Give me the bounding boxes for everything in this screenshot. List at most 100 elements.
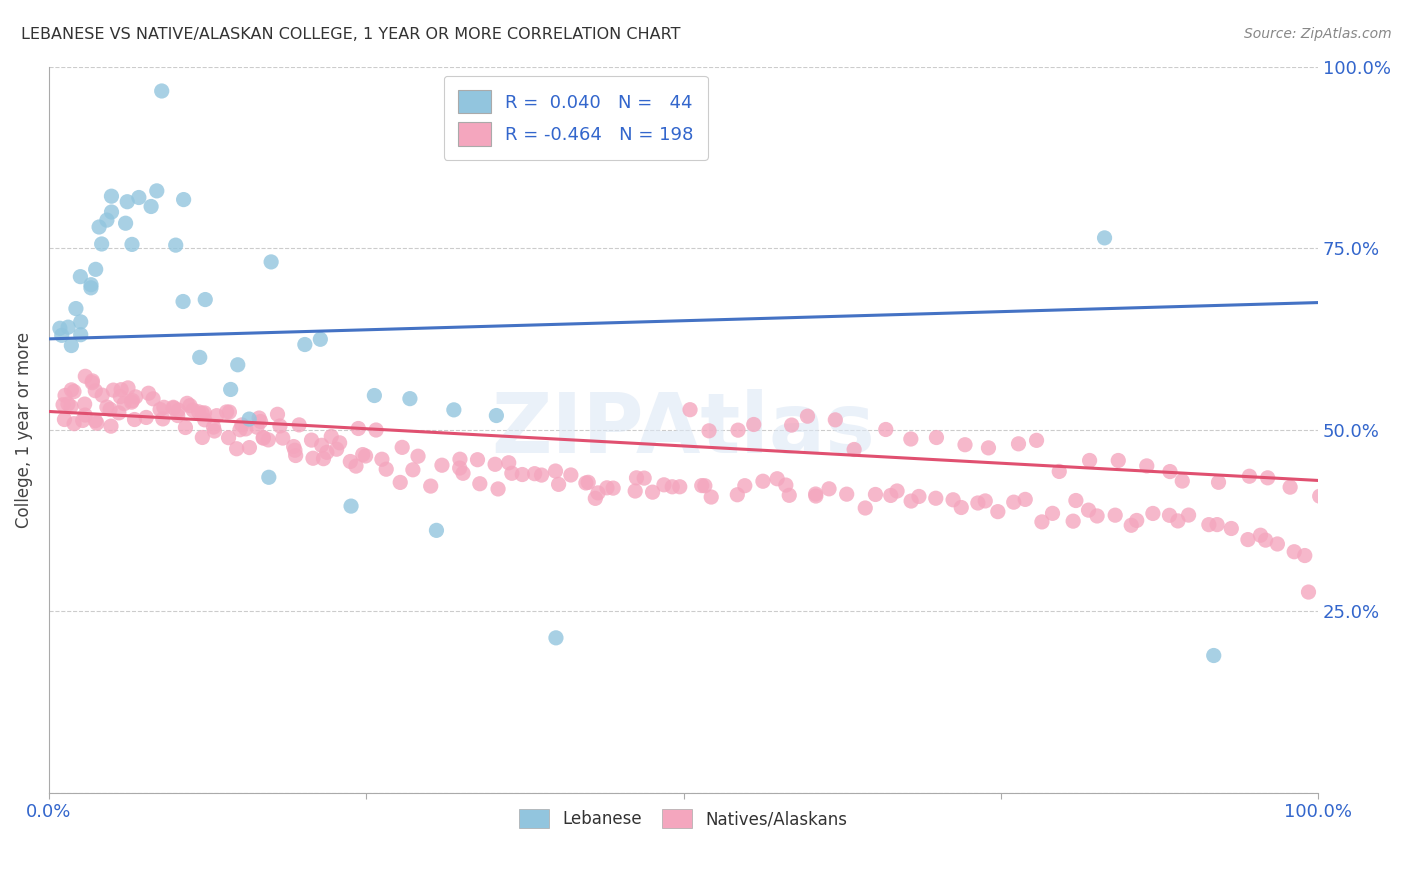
- Point: [301, 433, 323, 447]
- Point: [1142, 507, 1164, 521]
- Point: [419, 479, 441, 493]
- Point: [288, 417, 311, 432]
- Point: [340, 499, 363, 513]
- Point: [344, 459, 367, 474]
- Point: [80, 281, 103, 295]
- Point: [583, 491, 606, 506]
- Point: [953, 438, 976, 452]
- Point: [84, 414, 107, 428]
- Point: [1257, 471, 1279, 485]
- Y-axis label: College, 1 year or more: College, 1 year or more: [15, 332, 32, 528]
- Point: [100, 205, 122, 219]
- Point: [1064, 493, 1087, 508]
- Point: [1159, 508, 1181, 523]
- Point: [1085, 508, 1108, 523]
- Point: [60, 383, 83, 397]
- Point: [229, 423, 252, 437]
- Point: [49, 321, 72, 335]
- Point: [247, 411, 270, 425]
- Point: [1298, 585, 1320, 599]
- Point: [391, 441, 413, 455]
- Point: [124, 412, 146, 426]
- Point: [238, 412, 260, 426]
- Point: [142, 392, 165, 406]
- Point: [73, 397, 96, 411]
- Point: [547, 477, 569, 491]
- Point: [121, 237, 143, 252]
- Point: [162, 401, 184, 416]
- Point: [449, 452, 471, 467]
- Point: [218, 405, 240, 419]
- Point: [90, 237, 112, 252]
- Point: [402, 463, 425, 477]
- Point: [65, 301, 87, 316]
- Point: [1250, 528, 1272, 542]
- Legend: Lebanese, Natives/Alaskans: Lebanese, Natives/Alaskans: [513, 803, 855, 835]
- Point: [215, 405, 238, 419]
- Point: [530, 468, 553, 483]
- Point: [796, 409, 818, 424]
- Point: [371, 452, 394, 467]
- Point: [1239, 469, 1261, 483]
- Point: [138, 386, 160, 401]
- Point: [202, 420, 225, 434]
- Point: [1042, 507, 1064, 521]
- Point: [1309, 489, 1331, 503]
- Point: [835, 487, 858, 501]
- Point: [312, 451, 335, 466]
- Point: [679, 402, 702, 417]
- Point: [742, 417, 765, 432]
- Point: [775, 478, 797, 492]
- Point: [661, 480, 683, 494]
- Point: [1282, 545, 1305, 559]
- Point: [167, 403, 190, 417]
- Point: [485, 409, 508, 423]
- Point: [146, 184, 169, 198]
- Point: [188, 351, 211, 365]
- Point: [271, 431, 294, 445]
- Point: [824, 413, 846, 427]
- Point: [1094, 231, 1116, 245]
- Point: [977, 441, 1000, 455]
- Point: [1014, 492, 1036, 507]
- Point: [193, 406, 215, 420]
- Point: [925, 491, 948, 506]
- Point: [150, 84, 173, 98]
- Point: [1167, 514, 1189, 528]
- Point: [257, 470, 280, 484]
- Point: [690, 478, 713, 492]
- Point: [652, 478, 675, 492]
- Point: [179, 399, 201, 413]
- Point: [238, 441, 260, 455]
- Point: [668, 480, 690, 494]
- Text: LEBANESE VS NATIVE/ALASKAN COLLEGE, 1 YEAR OR MORE CORRELATION CHART: LEBANESE VS NATIVE/ALASKAN COLLEGE, 1 YE…: [21, 27, 681, 42]
- Point: [139, 199, 162, 213]
- Point: [354, 449, 377, 463]
- Text: Source: ZipAtlas.com: Source: ZipAtlas.com: [1244, 27, 1392, 41]
- Point: [115, 194, 138, 209]
- Point: [501, 467, 523, 481]
- Point: [51, 328, 73, 343]
- Point: [194, 293, 217, 307]
- Point: [484, 458, 506, 472]
- Point: [252, 431, 274, 445]
- Point: [284, 443, 307, 458]
- Point: [225, 442, 247, 456]
- Point: [725, 488, 748, 502]
- Point: [152, 412, 174, 426]
- Point: [114, 216, 136, 230]
- Point: [804, 489, 827, 503]
- Point: [98, 402, 121, 417]
- Point: [128, 190, 150, 204]
- Point: [249, 415, 271, 429]
- Point: [950, 500, 973, 515]
- Point: [693, 479, 716, 493]
- Point: [700, 490, 723, 504]
- Point: [486, 482, 509, 496]
- Point: [523, 467, 546, 481]
- Point: [91, 388, 114, 402]
- Point: [853, 501, 876, 516]
- Point: [1078, 453, 1101, 467]
- Point: [596, 481, 619, 495]
- Point: [842, 442, 865, 457]
